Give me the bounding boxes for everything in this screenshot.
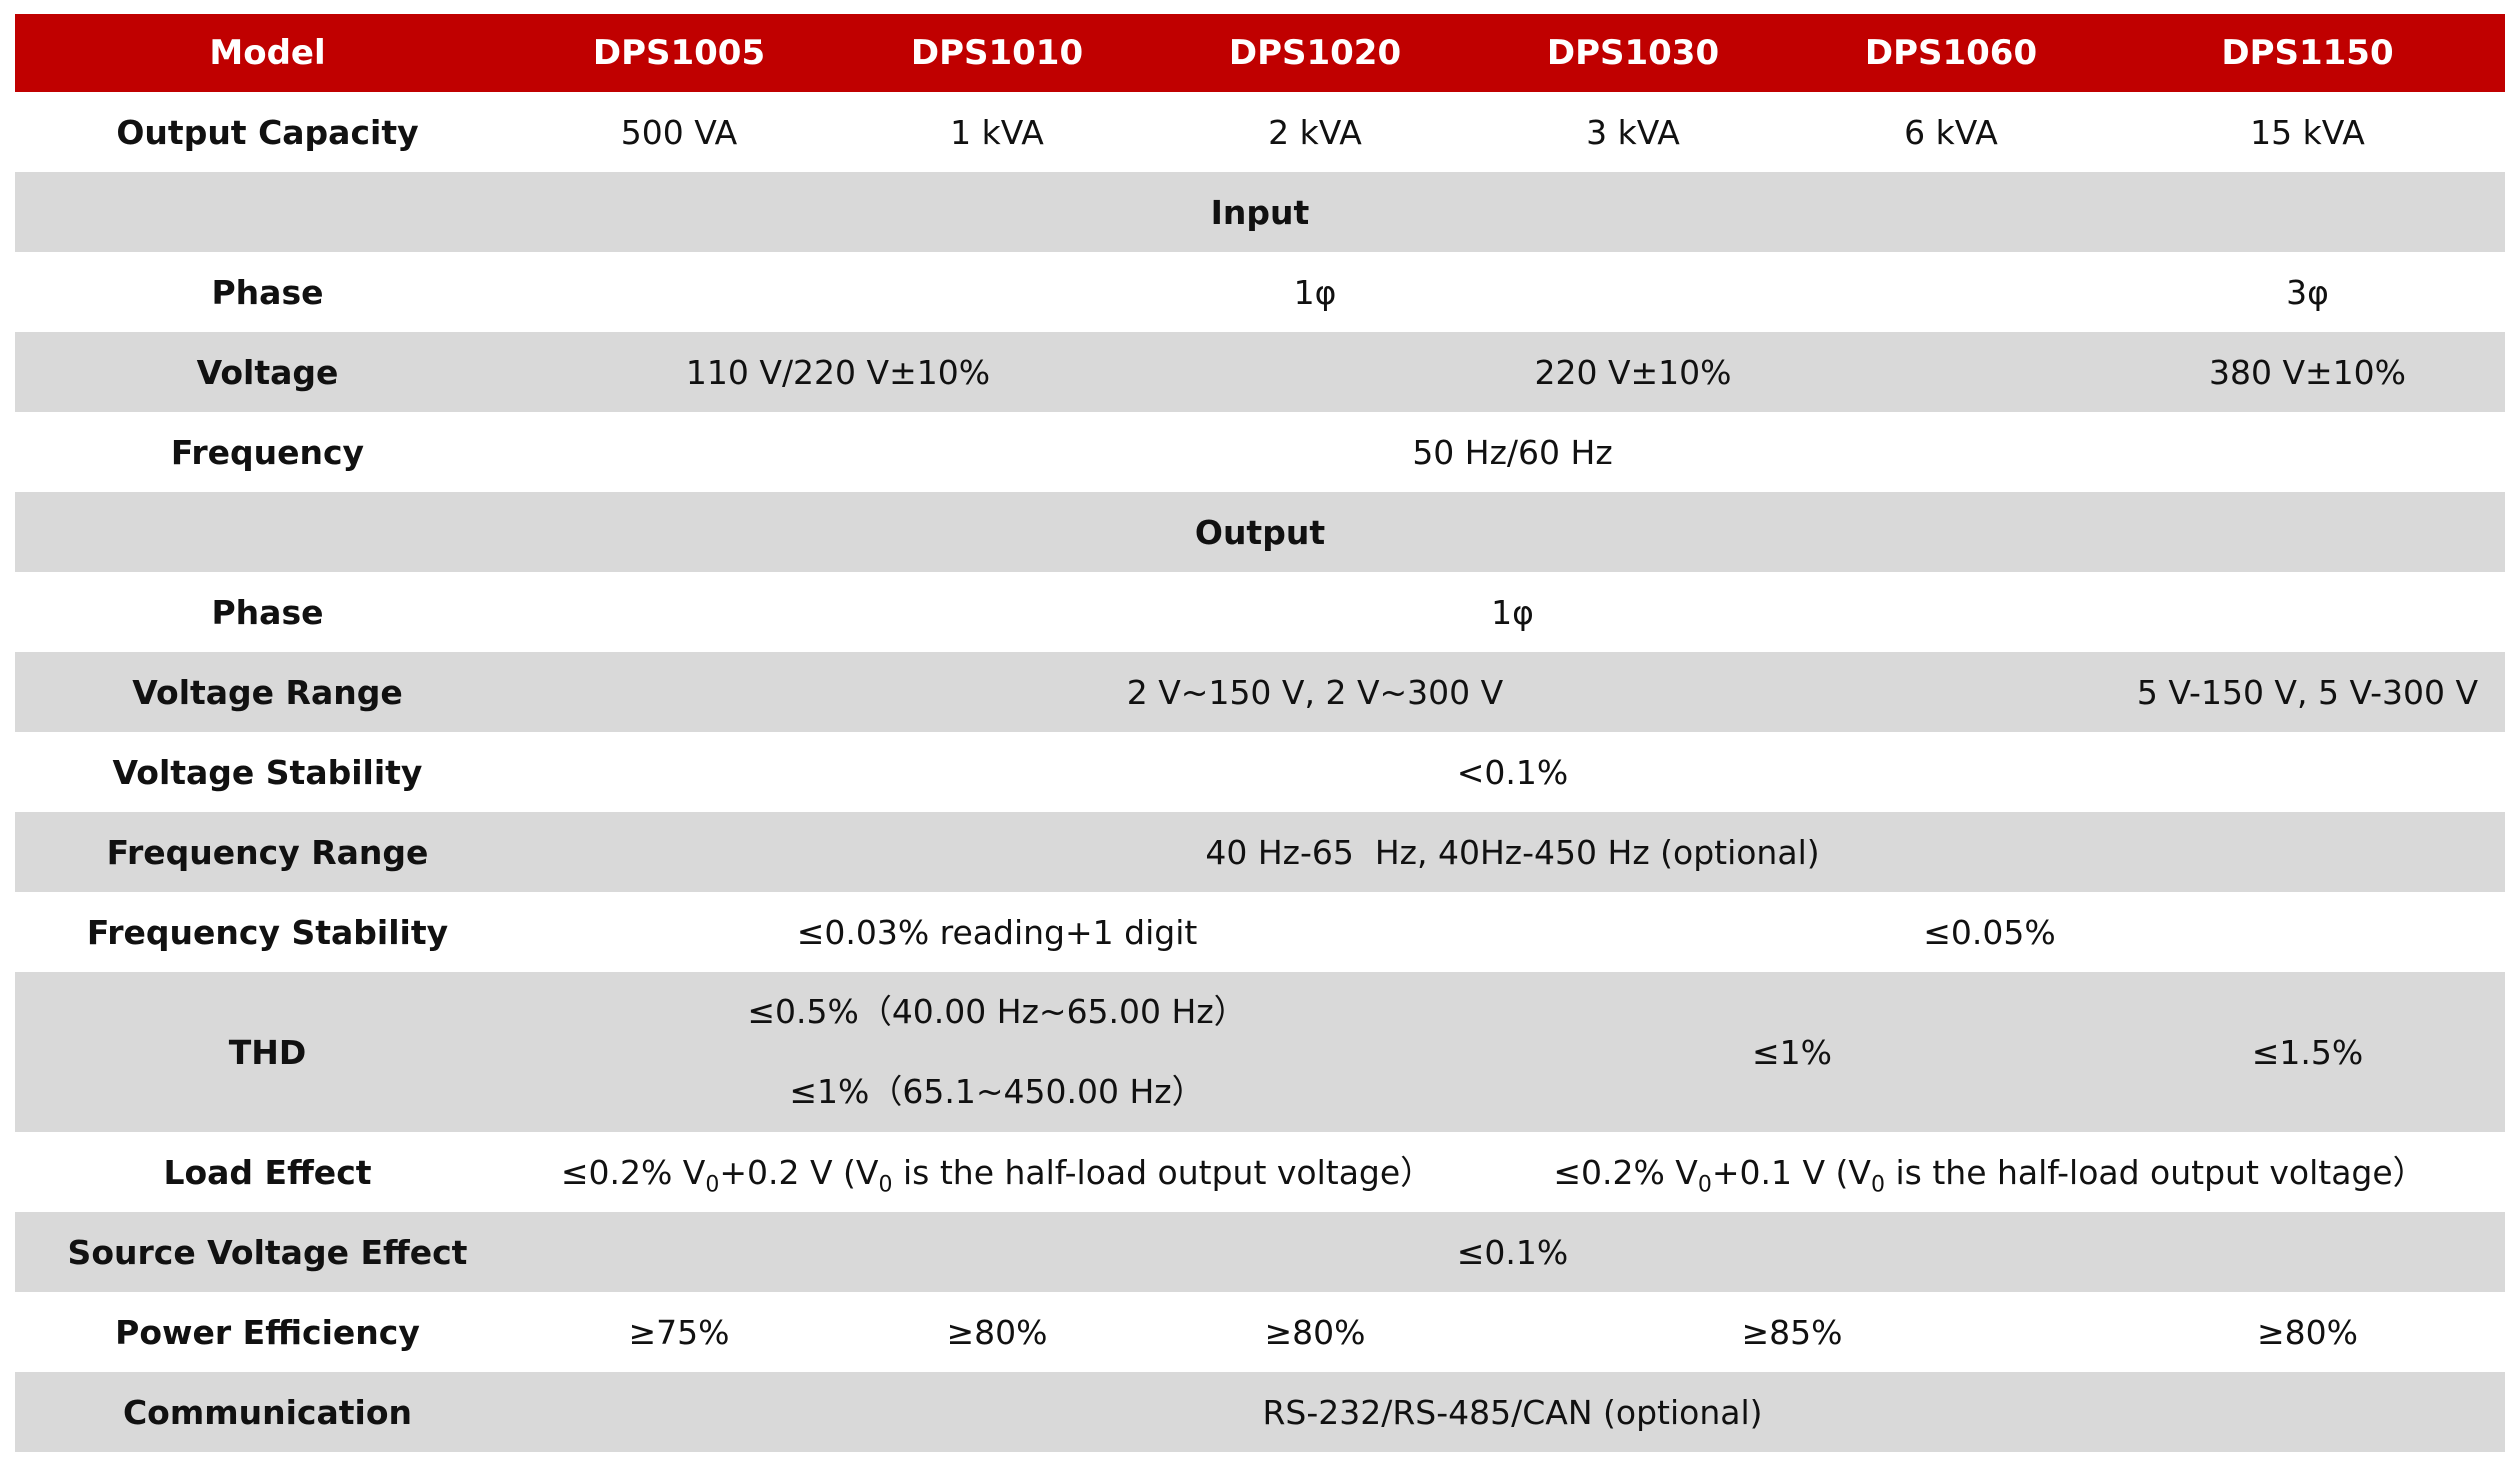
section-title: Input	[1210, 192, 1310, 232]
cell-value: 40 Hz-65 Hz, 40Hz-450 Hz (optional)	[1205, 832, 1820, 872]
cell-value: RS-232/RS-485/CAN (optional)	[1262, 1392, 1763, 1432]
row-label: Voltage Range	[132, 672, 403, 712]
cell-value: 3 kVA	[1586, 112, 1680, 152]
row-frequency-stability: Frequency Stability ≤0.03% reading+1 dig…	[15, 892, 2505, 972]
row-label: THD	[228, 1032, 307, 1072]
row-label: Frequency Stability	[86, 912, 449, 952]
subscript: 0	[705, 1172, 720, 1198]
cell-value: 2 kVA	[1268, 112, 1362, 152]
row-label: Frequency	[170, 432, 365, 472]
subscript: 0	[878, 1172, 893, 1198]
row-label: Voltage	[196, 352, 339, 392]
cell-value: ≥80%	[1264, 1312, 1366, 1352]
row-label: Load Effect	[163, 1152, 372, 1192]
row-output-phase: Phase 1φ	[15, 572, 2505, 652]
header-model-label: Model	[15, 14, 520, 92]
row-communication: Communication RS-232/RS-485/CAN (optiona…	[15, 1372, 2505, 1452]
cell-value: 50 Hz/60 Hz	[1412, 432, 1613, 472]
cell-value: ≤0.5%（40.00 Hz~65.00 Hz） ≤1%（65.1~450.00…	[520, 972, 1474, 1132]
row-label: Frequency Range	[106, 832, 429, 872]
cell-value: 5 V-150 V, 5 V-300 V	[2136, 672, 2479, 712]
row-voltage-stability: Voltage Stability <0.1%	[15, 732, 2505, 812]
cell-value: 500 VA	[620, 112, 738, 152]
cell-value: ≤0.2% V0+0.2 V (V0 is the half-load outp…	[520, 1132, 1474, 1212]
cell-value: ≤1.5%	[2251, 1032, 2364, 1072]
load-effect-2-text: +0.1 V (V	[1711, 1153, 1872, 1193]
thd-line-1: ≤0.5%（40.00 Hz~65.00 Hz）	[747, 992, 1247, 1031]
cell-value: 110 V/220 V±10%	[685, 352, 991, 392]
row-label: Phase	[211, 272, 324, 312]
row-output-capacity: Output Capacity 500 VA 1 kVA 2 kVA 3 kVA…	[15, 92, 2505, 172]
row-label: Voltage Stability	[112, 752, 423, 792]
header-model-dps1060: DPS1060	[1792, 14, 2110, 92]
cell-value: ≤0.1%	[1456, 1232, 1569, 1272]
row-voltage-range: Voltage Range 2 V~150 V, 2 V~300 V 5 V-1…	[15, 652, 2505, 732]
row-label: Power Efficiency	[115, 1312, 420, 1352]
cell-value: 1φ	[1491, 592, 1534, 632]
section-output: Output	[15, 492, 2505, 572]
cell-value: ≤0.05%	[1923, 912, 2056, 952]
cell-value: 1φ	[1293, 272, 1337, 312]
row-source-voltage-effect: Source Voltage Effect ≤0.1%	[15, 1212, 2505, 1292]
row-input-phase: Phase 1φ 3φ	[15, 252, 2505, 332]
cell-value: ≥75%	[628, 1312, 730, 1352]
header-model-dps1020: DPS1020	[1156, 14, 1474, 92]
cell-value: ≤1%	[1751, 1032, 1832, 1072]
row-thd: THD ≤0.5%（40.00 Hz~65.00 Hz） ≤1%（65.1~45…	[15, 972, 2505, 1132]
header-model-dps1150: DPS1150	[2110, 14, 2505, 92]
row-power-efficiency: Power Efficiency ≥75% ≥80% ≥80% ≥85% ≥80…	[15, 1292, 2505, 1372]
row-input-voltage: Voltage 110 V/220 V±10% 220 V±10% 380 V±…	[15, 332, 2505, 412]
subscript: 0	[1871, 1172, 1886, 1198]
header-model-dps1010: DPS1010	[838, 14, 1156, 92]
thd-line-2: ≤1%（65.1~450.00 Hz）	[789, 1072, 1205, 1111]
cell-value: ≤0.03% reading+1 digit	[796, 912, 1198, 952]
cell-value: <0.1%	[1456, 752, 1569, 792]
row-label: Source Voltage Effect	[67, 1232, 468, 1272]
cell-value: ≥85%	[1741, 1312, 1843, 1352]
cell-value: ≥80%	[2257, 1312, 2358, 1352]
row-frequency-range: Frequency Range 40 Hz-65 Hz, 40Hz-450 Hz…	[15, 812, 2505, 892]
cell-value: 220 V±10%	[1534, 352, 1732, 392]
spec-table: Model DPS1005 DPS1010 DPS1020 DPS1030 DP…	[15, 14, 2505, 1452]
cell-value: 3φ	[2286, 272, 2329, 312]
load-effect-1-text: is the half-load output voltage）	[892, 1153, 1434, 1193]
section-title: Output	[1194, 512, 1326, 552]
section-input: Input	[15, 172, 2505, 252]
load-effect-2-text: ≤0.2% V	[1553, 1153, 1698, 1193]
cell-value: ≥80%	[946, 1312, 1048, 1352]
row-label: Phase	[211, 592, 324, 632]
load-effect-1-text: ≤0.2% V	[560, 1153, 706, 1193]
row-input-frequency: Frequency 50 Hz/60 Hz	[15, 412, 2505, 492]
cell-value: 15 kVA	[2250, 112, 2365, 152]
header-model-dps1005: DPS1005	[520, 14, 838, 92]
cell-value: ≤0.2% V0+0.1 V (V0 is the half-load outp…	[1474, 1132, 2505, 1212]
row-label: Communication	[122, 1392, 413, 1432]
header-row: Model DPS1005 DPS1010 DPS1020 DPS1030 DP…	[15, 14, 2505, 92]
cell-value: 2 V~150 V, 2 V~300 V	[1126, 672, 1504, 712]
subscript: 0	[1697, 1172, 1712, 1198]
cell-value: 380 V±10%	[2208, 352, 2407, 392]
cell-value: 6 kVA	[1904, 112, 1998, 152]
row-label: Output Capacity	[116, 112, 419, 152]
load-effect-2-text: is the half-load output voltage）	[1885, 1153, 2426, 1193]
header-model-dps1030: DPS1030	[1474, 14, 1792, 92]
row-load-effect: Load Effect ≤0.2% V0+0.2 V (V0 is the ha…	[15, 1132, 2505, 1212]
load-effect-1-text: +0.2 V (V	[719, 1153, 879, 1193]
cell-value: 1 kVA	[950, 112, 1044, 152]
